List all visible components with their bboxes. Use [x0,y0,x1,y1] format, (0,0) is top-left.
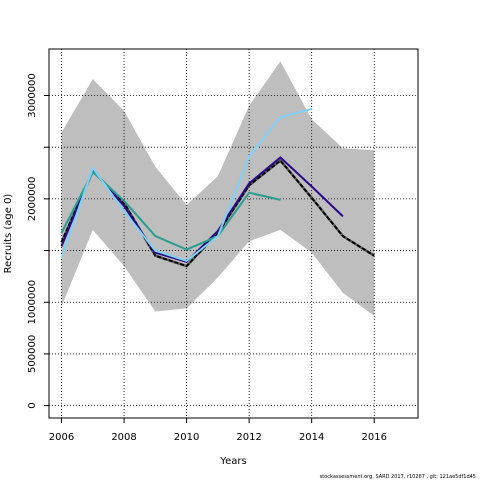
x-tick-label: 2012 [236,432,261,443]
y-tick-label: 2000000 [27,177,38,222]
footer-credit: stockassessment.org, SARD 2017, r10267 ,… [320,474,476,480]
x-tick-label: 2014 [299,432,324,443]
y-axis: 0 500000 1000000 2000000 3000000 [27,73,49,409]
x-tick-label: 2010 [174,432,199,443]
x-axis: 2006 2008 2010 2012 2014 2016 [49,418,387,443]
series-line-3 [60,107,312,263]
y-axis-title: Recruits (age 0) [3,194,14,274]
y-tick-label: 1000000 [27,280,38,325]
plot-frame [48,48,419,419]
confidence-band [61,61,375,316]
y-tick-label: 0 [27,402,38,408]
x-tick-label: 2016 [361,432,386,443]
y-tick-label: 500000 [27,335,38,373]
y-tick-label: 3000000 [27,73,38,118]
x-axis-title: Years [219,456,246,467]
confidence-band-layer [61,61,375,316]
x-tick-label: 2006 [49,432,74,443]
series-layer [60,107,375,268]
x-tick-label: 2008 [111,432,136,443]
